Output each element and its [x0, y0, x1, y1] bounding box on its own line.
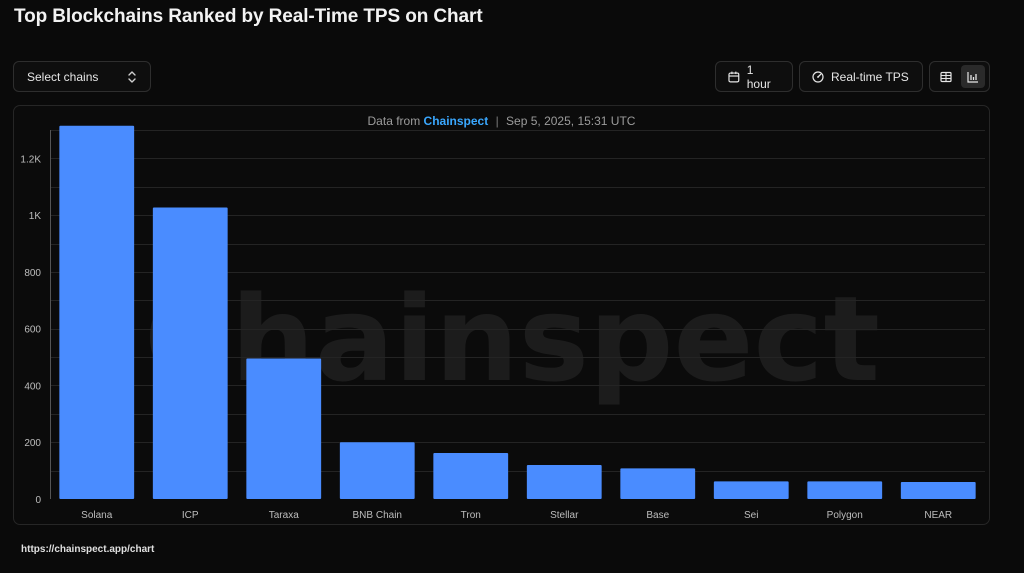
- y-tick-label: 800: [24, 268, 41, 279]
- x-tick-label: Stellar: [550, 510, 579, 521]
- x-tick-label: BNB Chain: [353, 510, 402, 521]
- metric-button[interactable]: Real-time TPS: [799, 61, 923, 92]
- bar: [433, 453, 509, 499]
- y-tick-label: 0: [35, 495, 41, 506]
- bar-chart-icon: [967, 71, 978, 83]
- source-timestamp: Sep 5, 2025, 15:31 UTC: [506, 114, 636, 128]
- bar: [59, 125, 135, 499]
- bar: [152, 207, 228, 499]
- x-tick-label: Polygon: [827, 510, 863, 521]
- chart-view-button[interactable]: [961, 65, 985, 88]
- source-prefix: Data from: [367, 114, 421, 128]
- time-range-button[interactable]: 1 hour: [715, 61, 793, 92]
- bar: [339, 442, 415, 499]
- time-range-label: 1 hour: [746, 62, 771, 91]
- bar: [900, 481, 976, 499]
- bar: [620, 468, 696, 499]
- chevron-up-down-icon: [128, 70, 136, 83]
- table-icon: [940, 71, 952, 82]
- metric-label: Real-time TPS: [831, 69, 909, 84]
- x-tick-label: ICP: [182, 510, 199, 521]
- y-tick-label: 1.2K: [20, 154, 41, 165]
- source-brand-link[interactable]: Chainspect: [423, 114, 489, 128]
- view-toggle: [929, 61, 990, 92]
- bar: [526, 464, 602, 499]
- source-separator: |: [495, 114, 499, 128]
- x-tick-label: Taraxa: [269, 510, 299, 521]
- calendar-icon: [728, 71, 740, 82]
- x-tick-label: Base: [646, 510, 669, 521]
- x-tick-label: Sei: [744, 510, 758, 521]
- bar: [246, 358, 322, 499]
- y-tick-label: 1K: [29, 211, 42, 222]
- footer-url: https://chainspect.app/chart: [21, 544, 155, 555]
- table-view-button[interactable]: [934, 65, 958, 88]
- y-tick-label: 400: [24, 381, 41, 392]
- gauge-icon: [812, 70, 824, 83]
- y-tick-label: 600: [24, 325, 41, 336]
- bar: [807, 481, 883, 499]
- x-tick-label: Solana: [81, 510, 113, 521]
- page-title: Top Blockchains Ranked by Real-Time TPS …: [14, 6, 483, 27]
- select-chains-label: Select chains: [27, 69, 99, 84]
- data-source-line: Data from Chainspect | Sep 5, 2025, 15:3…: [14, 114, 989, 128]
- select-chains-dropdown[interactable]: Select chains: [13, 61, 151, 92]
- x-tick-label: Tron: [461, 510, 481, 521]
- y-tick-label: 200: [24, 438, 41, 449]
- bar: [713, 481, 789, 499]
- x-tick-label: NEAR: [924, 510, 952, 521]
- chart-panel: Chainspect 0 200 400 600 800 1K 1.2K Solana ICP T…: [13, 105, 990, 525]
